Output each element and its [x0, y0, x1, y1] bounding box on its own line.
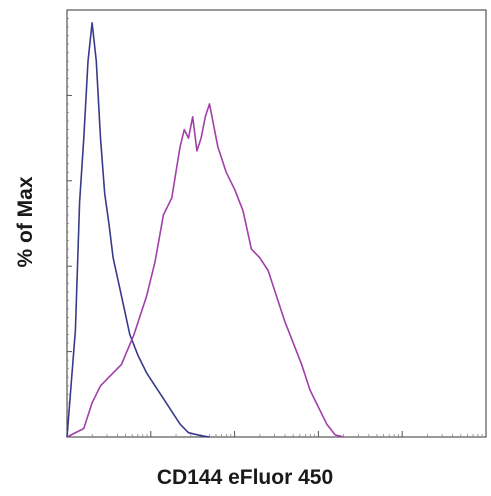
series-2-line — [66, 103, 344, 438]
y-axis-title: % of Max — [14, 176, 37, 267]
x-axis-ticks — [66, 431, 487, 437]
series-1-line — [66, 22, 210, 438]
series-layer — [66, 22, 344, 438]
plot-border — [66, 9, 487, 438]
y-axis-ticks — [67, 9, 72, 438]
plot-frame — [66, 9, 487, 438]
x-axis-title: CD144 eFluor 450 — [157, 466, 333, 489]
